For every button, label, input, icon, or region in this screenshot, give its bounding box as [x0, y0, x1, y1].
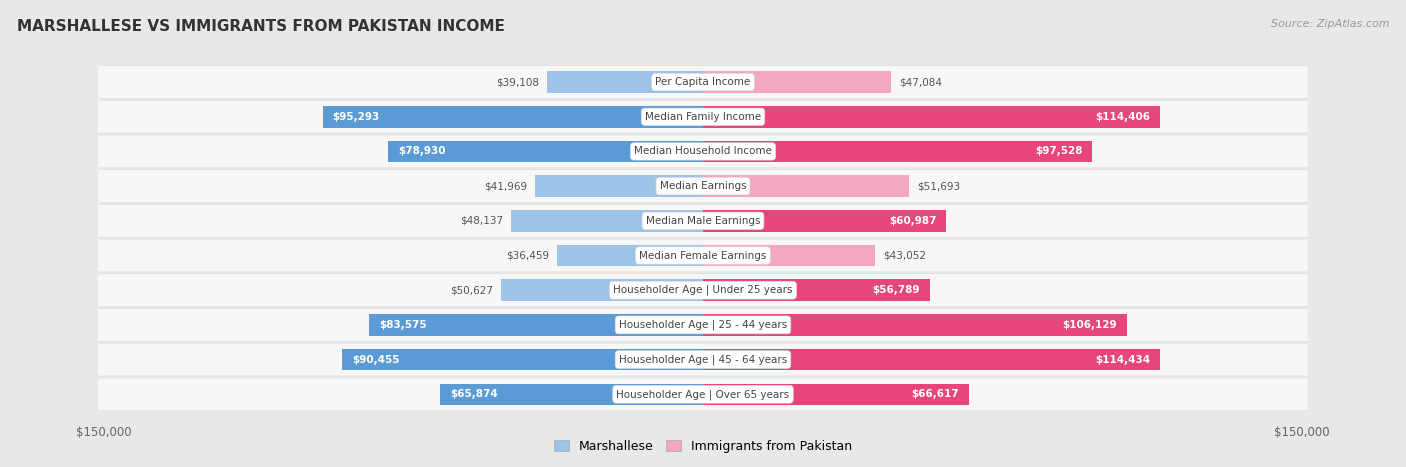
- FancyBboxPatch shape: [100, 274, 1308, 307]
- Text: $114,434: $114,434: [1095, 354, 1150, 365]
- Bar: [703, 71, 891, 93]
- Text: Median Family Income: Median Family Income: [645, 112, 761, 122]
- Text: $95,293: $95,293: [333, 112, 380, 122]
- FancyBboxPatch shape: [100, 239, 1308, 272]
- Bar: [703, 210, 946, 232]
- Bar: [703, 349, 1160, 370]
- FancyBboxPatch shape: [100, 308, 1308, 341]
- Text: Householder Age | 25 - 44 years: Householder Age | 25 - 44 years: [619, 319, 787, 330]
- Text: $90,455: $90,455: [352, 354, 399, 365]
- Bar: [703, 141, 1092, 162]
- FancyBboxPatch shape: [98, 205, 1308, 237]
- Bar: [370, 314, 703, 336]
- Text: $36,459: $36,459: [506, 250, 550, 261]
- Legend: Marshallese, Immigrants from Pakistan: Marshallese, Immigrants from Pakistan: [548, 435, 858, 458]
- Bar: [703, 279, 929, 301]
- Text: Median Male Earnings: Median Male Earnings: [645, 216, 761, 226]
- FancyBboxPatch shape: [100, 65, 1308, 99]
- FancyBboxPatch shape: [100, 205, 1308, 237]
- FancyBboxPatch shape: [98, 274, 1308, 306]
- Text: Householder Age | Over 65 years: Householder Age | Over 65 years: [616, 389, 790, 400]
- FancyBboxPatch shape: [100, 378, 1308, 411]
- Text: $43,052: $43,052: [883, 250, 927, 261]
- Text: $56,789: $56,789: [872, 285, 920, 295]
- Text: $60,987: $60,987: [889, 216, 936, 226]
- Text: MARSHALLESE VS IMMIGRANTS FROM PAKISTAN INCOME: MARSHALLESE VS IMMIGRANTS FROM PAKISTAN …: [17, 19, 505, 34]
- Bar: [510, 210, 703, 232]
- Bar: [703, 106, 1160, 127]
- Text: Householder Age | Under 25 years: Householder Age | Under 25 years: [613, 285, 793, 296]
- Text: $78,930: $78,930: [398, 147, 446, 156]
- FancyBboxPatch shape: [98, 378, 1308, 410]
- Text: Householder Age | 45 - 64 years: Householder Age | 45 - 64 years: [619, 354, 787, 365]
- Text: Median Earnings: Median Earnings: [659, 181, 747, 191]
- Text: $106,129: $106,129: [1062, 320, 1116, 330]
- FancyBboxPatch shape: [98, 343, 1308, 376]
- Text: Source: ZipAtlas.com: Source: ZipAtlas.com: [1271, 19, 1389, 28]
- Text: Median Household Income: Median Household Income: [634, 147, 772, 156]
- FancyBboxPatch shape: [98, 100, 1308, 133]
- Text: Median Female Earnings: Median Female Earnings: [640, 250, 766, 261]
- Text: $51,693: $51,693: [917, 181, 960, 191]
- FancyBboxPatch shape: [98, 66, 1308, 98]
- Text: $39,108: $39,108: [496, 77, 538, 87]
- Bar: [388, 141, 703, 162]
- Text: $48,137: $48,137: [460, 216, 503, 226]
- Text: $97,528: $97,528: [1035, 147, 1083, 156]
- FancyBboxPatch shape: [100, 343, 1308, 376]
- Text: Per Capita Income: Per Capita Income: [655, 77, 751, 87]
- Bar: [342, 349, 703, 370]
- Bar: [703, 314, 1126, 336]
- Text: $65,874: $65,874: [450, 389, 498, 399]
- FancyBboxPatch shape: [98, 240, 1308, 272]
- FancyBboxPatch shape: [100, 135, 1308, 168]
- Bar: [703, 176, 910, 197]
- Bar: [440, 383, 703, 405]
- Text: $41,969: $41,969: [484, 181, 527, 191]
- Bar: [501, 279, 703, 301]
- Text: $83,575: $83,575: [380, 320, 427, 330]
- Bar: [536, 176, 703, 197]
- FancyBboxPatch shape: [98, 309, 1308, 341]
- Bar: [322, 106, 703, 127]
- FancyBboxPatch shape: [100, 170, 1308, 203]
- FancyBboxPatch shape: [100, 100, 1308, 133]
- FancyBboxPatch shape: [98, 135, 1308, 168]
- Text: $47,084: $47,084: [898, 77, 942, 87]
- FancyBboxPatch shape: [98, 170, 1308, 202]
- Bar: [557, 245, 703, 266]
- Bar: [547, 71, 703, 93]
- Text: $50,627: $50,627: [450, 285, 494, 295]
- Bar: [703, 245, 875, 266]
- Text: $114,406: $114,406: [1095, 112, 1150, 122]
- Text: $66,617: $66,617: [911, 389, 959, 399]
- Bar: [703, 383, 969, 405]
